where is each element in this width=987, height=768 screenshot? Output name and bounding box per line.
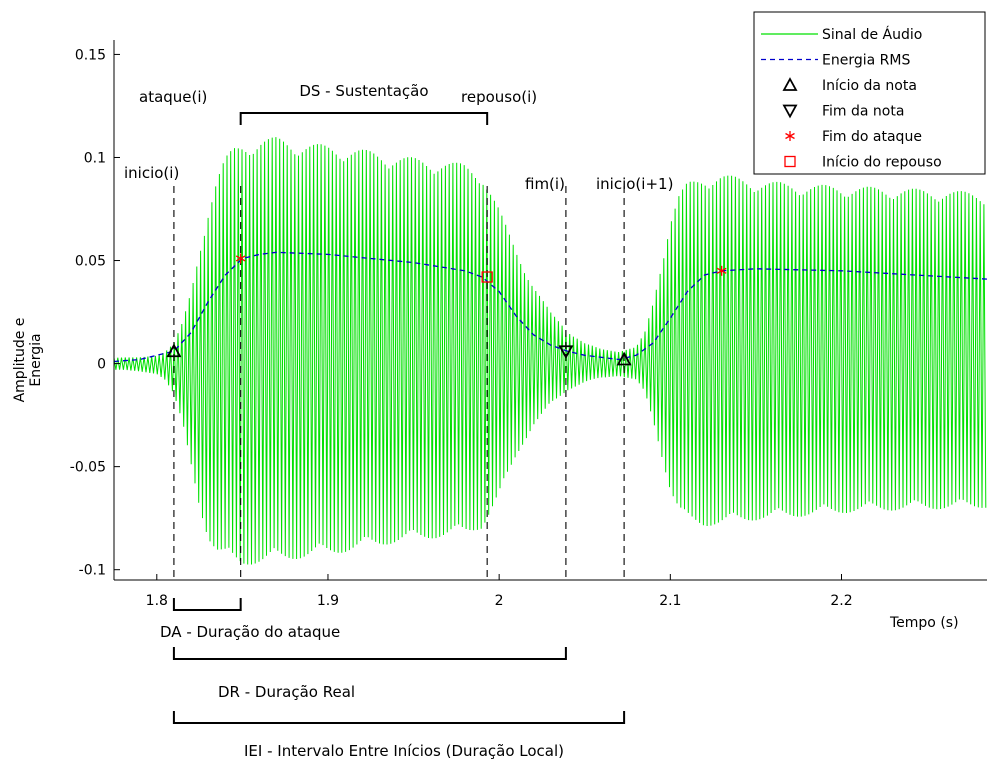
bracket-label: DS - Sustentação — [299, 82, 428, 100]
attack-end-marker — [235, 253, 246, 264]
bracket-DS — [239, 112, 489, 125]
bracket-label: DR - Duração Real — [218, 683, 355, 701]
y-tick-label: -0.1 — [79, 563, 106, 579]
x-tick-label: 1.9 — [317, 593, 339, 609]
legend-swatch-rest-start — [784, 155, 796, 168]
legend-swatch-note-start — [782, 77, 798, 91]
bracket-label: IEI - Intervalo Entre Inícios (Duração L… — [244, 742, 564, 760]
duration-brackets: DS - Sustentação DA - Duração do ataque DR… — [160, 82, 626, 760]
y-tick-label: -0.05 — [70, 460, 106, 476]
legend-label: Início do repouso — [822, 155, 942, 171]
plot-area — [113, 137, 987, 580]
legend-label: Fim do ataque — [822, 129, 922, 145]
guide-label-inicio(i+1): inicio(i+1) — [596, 175, 673, 193]
bracket-IEI — [172, 711, 626, 724]
y-tick-label: 0.1 — [84, 150, 106, 166]
attack-end-marker — [716, 265, 727, 276]
asterisk-stroke — [716, 267, 727, 274]
x-tick-label: 2 — [495, 593, 504, 609]
asterisk-stroke — [785, 132, 795, 140]
legend: Sinal de Áudio Energia RMS Início da nota F… — [753, 11, 986, 175]
legend-label: Energia RMS — [822, 53, 910, 69]
y-tick-label: 0.05 — [75, 254, 106, 270]
bracket-DA — [172, 598, 242, 611]
guide-label-repouso(i): repouso(i) — [461, 88, 537, 106]
y-axis-label-line1: Amplitude e — [12, 318, 28, 403]
asterisk-stroke — [235, 255, 246, 262]
axes: -0.1 -0.05 0 0.05 0.1 0.15 1.8 1.9 2 2.1 2.2 — [70, 40, 987, 609]
legend-label: Fim da nota — [822, 104, 904, 120]
x-tick-label: 2.2 — [830, 593, 852, 609]
event-markers — [166, 253, 727, 366]
bracket-label: DA - Duração do ataque — [160, 623, 340, 641]
y-axis-label-line2: Energia — [28, 333, 44, 386]
x-tick-label: 1.8 — [146, 593, 168, 609]
x-tick-label: 2.1 — [659, 593, 681, 609]
guide-label-inicio(i): inicio(i) — [124, 164, 179, 182]
x-axis-label: Tempo (s) — [889, 615, 959, 631]
guide-label-fim(i): fim(i) — [525, 175, 565, 193]
legend-label: Sinal de Áudio — [822, 26, 922, 43]
bracket-DR — [172, 647, 567, 660]
legend-swatch-attack-end — [785, 131, 795, 141]
legend-box — [753, 11, 986, 175]
y-tick-label: 0 — [97, 357, 106, 373]
annotation-labels: inicio(i) ataque(i) repouso(i) fim(i) inicio… — [124, 88, 673, 193]
legend-label: Início da nota — [822, 78, 917, 94]
y-tick-label: 0.15 — [75, 47, 106, 63]
note-start-marker — [166, 343, 182, 358]
vertical-guide-lines — [173, 186, 625, 580]
audio-signal-waveform — [113, 137, 987, 565]
note-start-marker — [616, 351, 632, 366]
rms-energy-line — [113, 251, 987, 363]
guide-label-ataque(i): ataque(i) — [139, 88, 207, 106]
signal-series — [113, 137, 987, 565]
note-end-marker — [558, 345, 574, 360]
legend-swatch-note-end — [782, 104, 798, 119]
rest-start-marker — [481, 271, 493, 283]
